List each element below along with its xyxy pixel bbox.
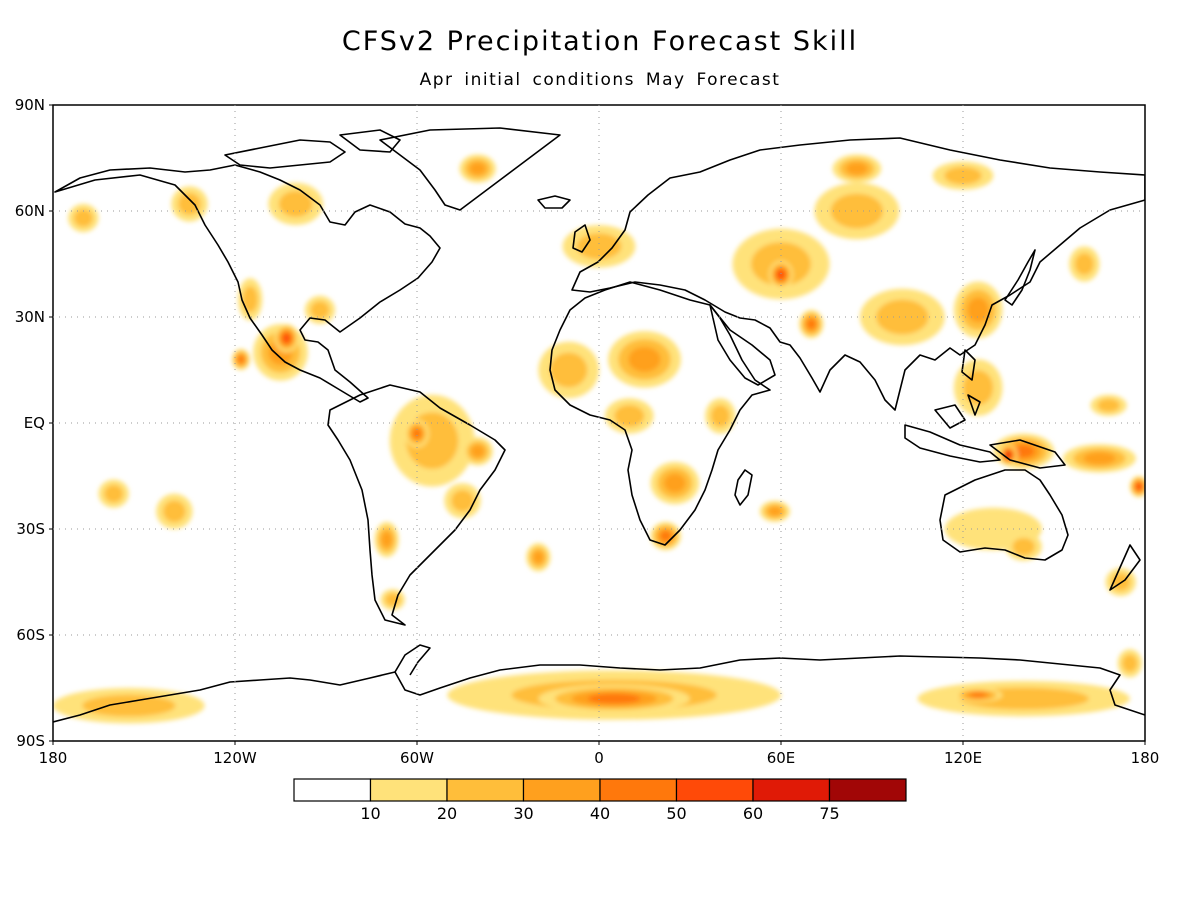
coast-philippines bbox=[961, 349, 976, 381]
coast-arabia bbox=[709, 304, 776, 386]
lat-tick-label: 30S bbox=[16, 520, 45, 538]
skill-contour bbox=[1097, 398, 1120, 412]
skill-contour bbox=[163, 500, 186, 523]
grid-lines bbox=[53, 105, 1145, 741]
coast-iceland bbox=[537, 195, 571, 209]
coast-new-zealand bbox=[1109, 544, 1141, 591]
skill-contour bbox=[1012, 537, 1035, 556]
skill-contour bbox=[830, 193, 883, 229]
colorbar-label: 50 bbox=[666, 804, 686, 823]
skill-contour bbox=[846, 162, 868, 175]
coast-north-america bbox=[54, 164, 441, 403]
skill-contour bbox=[470, 444, 485, 458]
skill-contour bbox=[1083, 452, 1116, 465]
skill-contour bbox=[628, 346, 661, 372]
lat-tick-label: 90S bbox=[16, 732, 45, 750]
skill-contour bbox=[1006, 452, 1011, 458]
skill-contour bbox=[768, 506, 782, 517]
skill-contour bbox=[74, 209, 93, 227]
coast-africa-eurasia bbox=[549, 281, 771, 546]
skill-contour bbox=[242, 286, 258, 313]
skill-contour bbox=[178, 193, 201, 215]
skill-contour bbox=[711, 405, 730, 427]
skill-contour bbox=[876, 299, 929, 335]
colorbar-label: 30 bbox=[513, 804, 533, 823]
skill-contour bbox=[576, 233, 622, 260]
colorbar-label: 40 bbox=[590, 804, 610, 823]
coast-new-guinea bbox=[989, 439, 1066, 469]
skill-contour bbox=[944, 166, 982, 185]
coast-antarctic-peninsula bbox=[394, 644, 431, 676]
lon-tick-label: 120W bbox=[213, 749, 257, 767]
lat-tick-label: 60N bbox=[15, 202, 45, 220]
skill-contour bbox=[385, 593, 401, 607]
skill-contour bbox=[381, 531, 393, 548]
skill-contour bbox=[664, 473, 686, 493]
skill-contour bbox=[283, 334, 291, 343]
skill-contour bbox=[1013, 445, 1035, 458]
colorbar: 10 20 30 40 50 60 75 bbox=[293, 778, 907, 823]
lat-tick-label: 30N bbox=[15, 308, 45, 326]
lon-tick-label: 180 bbox=[39, 749, 68, 767]
lat-tick-label: 60S bbox=[16, 626, 45, 644]
colorbar-swatch bbox=[675, 778, 754, 802]
colorbar-label: 60 bbox=[743, 804, 763, 823]
skill-contour bbox=[614, 405, 645, 427]
skill-contour bbox=[104, 484, 123, 503]
skill-contour bbox=[532, 550, 544, 564]
skill-contour bbox=[310, 301, 330, 319]
skill-contour bbox=[82, 694, 176, 717]
skill-contour bbox=[278, 190, 313, 217]
colorbar-swatch bbox=[369, 778, 448, 802]
lat-tick-label: 90N bbox=[15, 96, 45, 114]
lon-tick-label: 60W bbox=[400, 749, 434, 767]
map-title: CFSv2 Precipitation Forecast Skill bbox=[341, 26, 859, 57]
skill-contour bbox=[550, 352, 588, 388]
skill-contour bbox=[451, 489, 474, 512]
skill-contour bbox=[969, 692, 987, 698]
colorbar-label: 75 bbox=[819, 804, 839, 823]
skill-contour bbox=[1075, 253, 1094, 275]
coast-arctic-islands bbox=[224, 129, 401, 169]
lon-tick-label: 180 bbox=[1131, 749, 1160, 767]
skill-contour bbox=[807, 319, 816, 329]
colorbar-swatch bbox=[599, 778, 678, 802]
skill-contour bbox=[1136, 483, 1142, 490]
map-subtitle: Apr initial conditions May Forecast bbox=[419, 70, 781, 90]
coast-madagascar bbox=[734, 469, 753, 506]
colorbar-swatch bbox=[828, 778, 907, 802]
coast-eurasia bbox=[571, 137, 1145, 411]
colorbar-label: 10 bbox=[360, 804, 380, 823]
colorbar-swatch bbox=[522, 778, 601, 802]
coastlines bbox=[53, 127, 1145, 723]
skill-contour bbox=[963, 370, 994, 406]
skill-contour bbox=[412, 428, 422, 439]
skill-contour bbox=[469, 162, 486, 175]
colorbar-swatch bbox=[446, 778, 525, 802]
colorbar-swatch bbox=[752, 778, 831, 802]
colorbar-swatch bbox=[293, 778, 372, 802]
coast-greenland bbox=[379, 127, 561, 211]
coast-indonesia bbox=[904, 394, 1001, 463]
skill-contour bbox=[777, 270, 785, 279]
colorbar-label: 20 bbox=[437, 804, 457, 823]
lat-tick-label: EQ bbox=[24, 414, 45, 432]
coast-antarctica bbox=[53, 655, 1145, 723]
lon-tick-label: 0 bbox=[594, 749, 604, 767]
coast-uk bbox=[572, 224, 591, 253]
skill-contour bbox=[967, 297, 989, 323]
skill-contour bbox=[660, 531, 672, 541]
skill-contour bbox=[587, 693, 641, 704]
skill-field bbox=[53, 154, 1145, 724]
skill-contour bbox=[1122, 654, 1138, 672]
lon-tick-label: 60E bbox=[767, 749, 796, 767]
skill-contour bbox=[237, 355, 245, 364]
coast-japan bbox=[1004, 249, 1036, 306]
coast-australia bbox=[939, 469, 1069, 561]
lon-tick-label: 120E bbox=[944, 749, 982, 767]
